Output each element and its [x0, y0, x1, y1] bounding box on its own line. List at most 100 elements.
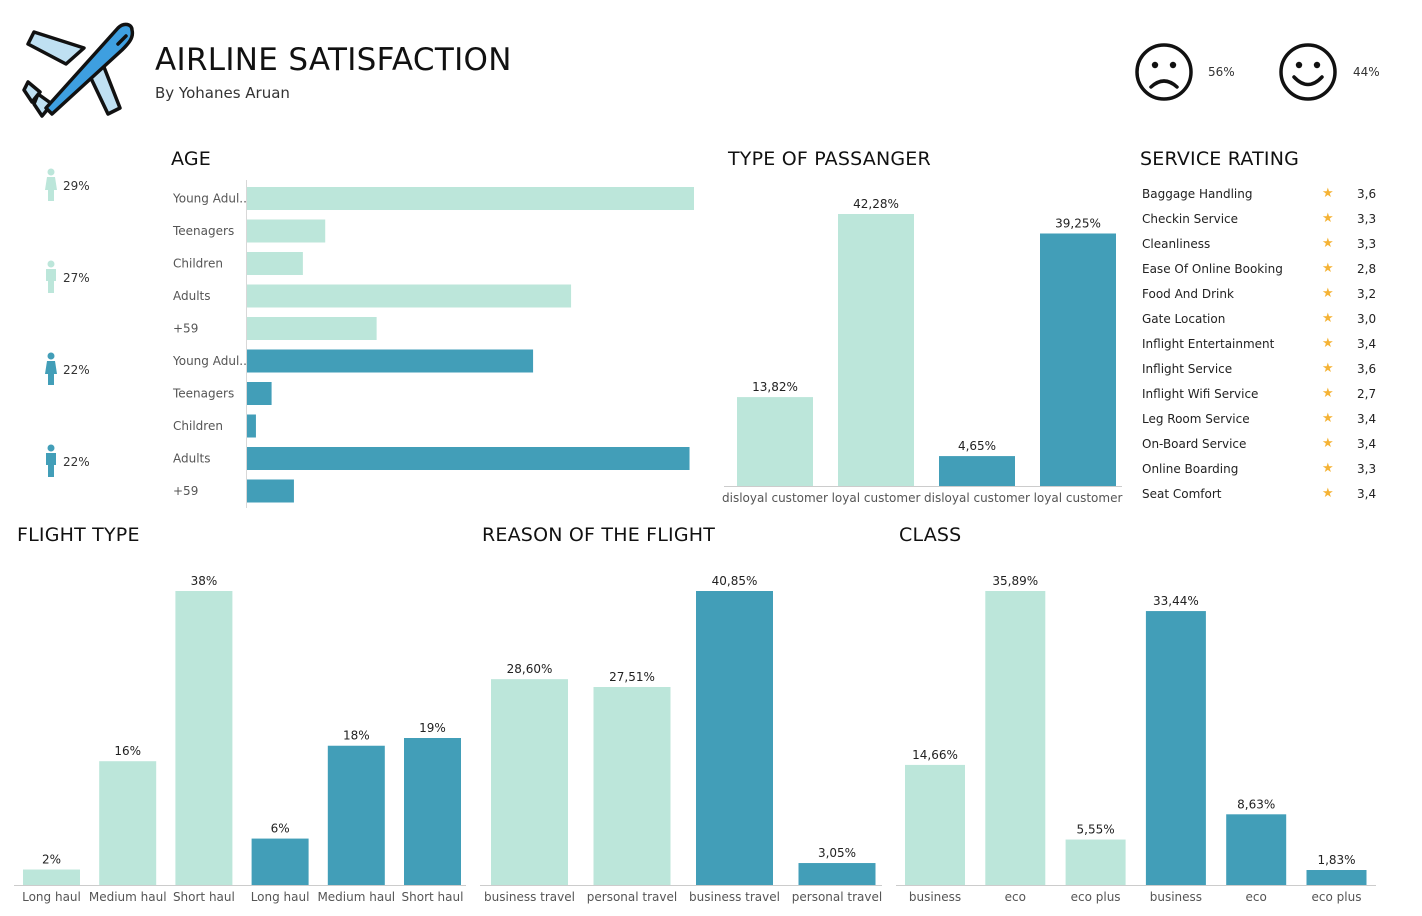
star-icon: ★ — [1322, 236, 1334, 251]
rating-value: 3,4 — [1357, 337, 1377, 351]
rating-row: Inflight Service ★ 3,6 — [1142, 361, 1382, 387]
rating-value: 3,6 — [1357, 362, 1377, 376]
age-bar — [247, 447, 690, 470]
rating-row: Inflight Wifi Service ★ 2,7 — [1142, 386, 1382, 412]
passenger-tick-label: disloyal customer — [924, 491, 1030, 505]
passenger-data-label: 39,25% — [1055, 216, 1101, 230]
rating-row: Leg Room Service ★ 3,4 — [1142, 411, 1382, 437]
class-title: CLASS — [899, 524, 962, 546]
rating-value: 2,8 — [1357, 262, 1377, 276]
rating-value: 3,0 — [1357, 312, 1377, 326]
class-chart: 14,66% business 35,89% eco 5,55% eco plus 33,4… — [896, 574, 1376, 904]
gender-pct: 29% — [63, 179, 90, 193]
rating-value: 3,4 — [1357, 437, 1377, 451]
rating-name: Inflight Wifi Service — [1142, 387, 1259, 401]
rating-row: Gate Location ★ 3,0 — [1142, 311, 1382, 337]
class-bar — [1306, 870, 1367, 885]
flight_type-tick-label: Long haul — [22, 890, 81, 904]
gender-pct: 22% — [63, 363, 90, 377]
flight-type-chart: 2% Long haul 16% Medium haul 38% Short haul 6%… — [14, 574, 466, 904]
rating-name: Checkin Service — [1142, 212, 1239, 226]
rating-name: Gate Location — [1142, 312, 1226, 326]
flight_type-bar — [99, 761, 157, 885]
rating-value: 3,3 — [1357, 212, 1377, 226]
rating-row: Ease Of Online Booking ★ 2,8 — [1142, 261, 1382, 287]
flight_type-bar — [23, 869, 80, 885]
sad-face-icon — [1134, 42, 1194, 106]
female-dark-icon — [45, 352, 57, 385]
class-tick-label: eco — [1005, 890, 1026, 904]
reason-data-label: 28,60% — [507, 662, 553, 676]
rating-name: Baggage Handling — [1142, 187, 1253, 201]
rating-row: Cleanliness ★ 3,3 — [1142, 236, 1382, 262]
age-tick-label: Young Adul.. — [172, 192, 247, 206]
passenger-data-label: 13,82% — [752, 380, 798, 394]
age-tick-label: +59 — [173, 484, 198, 498]
reason-bar — [593, 687, 671, 885]
age-tick-label: Adults — [173, 452, 211, 466]
star-icon: ★ — [1322, 286, 1334, 301]
age-bar — [247, 414, 256, 438]
age-tick-label: Children — [173, 419, 223, 433]
reason-tick-label: personal travel — [587, 890, 677, 904]
flight_type-bar — [175, 591, 233, 885]
rating-row: Baggage Handling ★ 3,6 — [1142, 186, 1382, 212]
flight-type-title: FLIGHT TYPE — [17, 524, 140, 546]
class-tick-label: eco plus — [1071, 890, 1121, 904]
class-data-label: 33,44% — [1153, 594, 1199, 608]
age-tick-label: Young Adul.. — [172, 354, 247, 368]
age-tick-label: Children — [173, 257, 223, 271]
star-icon: ★ — [1322, 311, 1334, 326]
reason-tick-label: business travel — [689, 890, 780, 904]
age-bar — [247, 187, 694, 210]
age-bar — [247, 284, 572, 308]
rating-row: Online Boarding ★ 3,3 — [1142, 461, 1382, 487]
star-icon: ★ — [1322, 361, 1334, 376]
class-bar — [1226, 814, 1287, 885]
reason-chart: 28,60% business travel 27,51% personal trav… — [480, 574, 882, 904]
class-tick-label: eco plus — [1312, 890, 1362, 904]
passenger-bar — [939, 456, 1015, 486]
rating-value: 3,3 — [1357, 462, 1377, 476]
satisfied-pct: 44% — [1353, 65, 1380, 79]
star-icon: ★ — [1322, 386, 1334, 401]
age-tick-label: Teenagers — [172, 224, 234, 238]
passenger-bar — [1040, 233, 1116, 486]
age-bar — [247, 252, 303, 275]
rating-name: Leg Room Service — [1142, 412, 1250, 426]
star-icon: ★ — [1322, 486, 1334, 501]
happy-face-icon — [1278, 42, 1338, 106]
male-dark-icon — [46, 444, 56, 477]
flight_type-tick-label: Short haul — [173, 890, 235, 904]
flight_type-tick-label: Medium haul — [317, 890, 395, 904]
rating-value: 3,4 — [1357, 487, 1377, 501]
flight_type-tick-label: Medium haul — [89, 890, 167, 904]
rating-row: Food And Drink ★ 3,2 — [1142, 286, 1382, 312]
rating-name: Food And Drink — [1142, 287, 1234, 301]
rating-title: SERVICE RATING — [1140, 148, 1300, 170]
rating-row: On-Board Service ★ 3,4 — [1142, 436, 1382, 462]
age-chart: Young Adul.. Teenagers Children Adults +59 Yo… — [172, 180, 694, 508]
rating-name: Ease Of Online Booking — [1142, 262, 1283, 276]
star-icon: ★ — [1322, 261, 1334, 276]
passenger-tick-label: loyal customer — [1034, 491, 1123, 505]
age-bar — [247, 219, 326, 243]
star-icon: ★ — [1322, 411, 1334, 426]
rating-value: 3,6 — [1357, 187, 1377, 201]
reason-data-label: 3,05% — [818, 846, 856, 860]
flight_type-data-label: 2% — [42, 853, 61, 867]
gender-pct: 22% — [63, 455, 90, 469]
age-tick-label: Adults — [173, 289, 211, 303]
class-bar — [1145, 611, 1206, 885]
rating-row: Checkin Service ★ 3,3 — [1142, 211, 1382, 237]
class-data-label: 8,63% — [1237, 797, 1275, 811]
passenger-data-label: 4,65% — [958, 439, 996, 453]
rating-value: 3,2 — [1357, 287, 1377, 301]
flight_type-tick-label: Short haul — [402, 890, 464, 904]
class-tick-label: business — [909, 890, 961, 904]
flight_type-tick-label: Long haul — [251, 890, 310, 904]
reason-data-label: 40,85% — [712, 574, 758, 588]
star-icon: ★ — [1322, 186, 1334, 201]
reason-tick-label: business travel — [484, 890, 575, 904]
flight_type-data-label: 38% — [191, 574, 218, 588]
